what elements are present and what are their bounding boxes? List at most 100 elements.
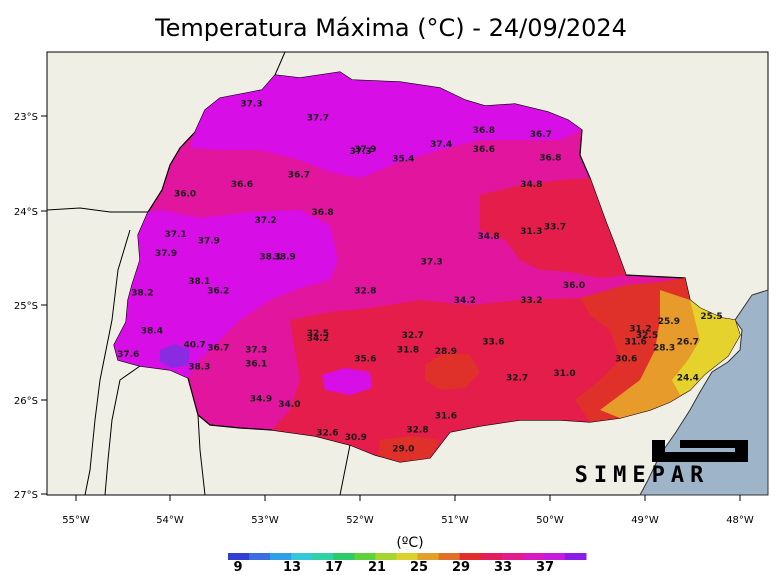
station-value: 26.7 [677, 338, 699, 348]
station-value: 30.9 [345, 433, 367, 443]
colorbar-swatch [564, 553, 587, 560]
colorbar-swatch [333, 553, 355, 560]
colorbar-tick-label: 25 [409, 560, 429, 575]
lat-tick-label: 24°S [14, 207, 38, 218]
station-value: 37.2 [255, 216, 277, 226]
station-value: 32.7 [506, 374, 528, 384]
colorbar-swatch [543, 553, 566, 560]
station-value: 38.1 [259, 253, 281, 263]
red-zone [480, 178, 626, 278]
station-value: 37.4 [430, 140, 452, 150]
station-value: 36.0 [563, 281, 585, 291]
lat-tick-label: 27°S [14, 490, 38, 501]
station-value: 38.3 [188, 362, 210, 372]
lat-tick-label: 26°S [14, 396, 38, 407]
lon-tick-label: 48°W [726, 515, 754, 526]
colorbar-tick-label: 37 [535, 560, 555, 575]
station-value: 37.3 [245, 345, 267, 355]
colorbar-swatch [249, 553, 271, 560]
colorbar-swatch [312, 553, 334, 560]
station-value: 32.7 [402, 331, 424, 341]
colorbar-swatch [396, 553, 419, 560]
station-value: 32.5 [307, 329, 329, 339]
station-value: 35.6 [354, 355, 376, 365]
lon-tick-label: 55°W [62, 515, 90, 526]
station-value: 33.6 [482, 338, 504, 348]
station-values: 37.337.736.036.636.737.337.935.437.436.8… [117, 100, 723, 455]
colorbar-swatch [375, 553, 397, 560]
station-value: 35.4 [392, 154, 414, 164]
colorbar-tick-label: 17 [324, 560, 344, 575]
station-value: 37.7 [307, 114, 329, 124]
station-value: 33.2 [520, 296, 542, 306]
station-value: 36.8 [311, 208, 333, 218]
station-value: 38.2 [131, 289, 153, 299]
station-value: 34.9 [250, 394, 272, 404]
colorbar-swatch [270, 553, 292, 560]
station-value: 36.8 [473, 126, 495, 136]
station-value: 32.8 [406, 426, 428, 436]
station-value: 34.2 [454, 296, 476, 306]
station-value: 31.8 [397, 345, 419, 355]
station-value: 37.3 [421, 257, 443, 267]
colorbar-tick-label: 33 [493, 560, 513, 575]
station-value: 32.5 [636, 331, 658, 341]
station-value: 36.7 [530, 130, 552, 140]
lon-tick-label: 49°W [631, 515, 659, 526]
station-value: 25.5 [700, 312, 722, 322]
station-value: 38.4 [141, 326, 163, 336]
colorbar-swatch [522, 553, 545, 560]
redorange-south [378, 436, 440, 462]
station-value: 34.0 [278, 400, 300, 410]
station-value: 36.1 [245, 359, 267, 369]
station-value: 34.2 [307, 334, 329, 344]
station-value: 37.9 [155, 249, 177, 259]
station-value: 37.3 [349, 147, 371, 157]
country-borders [46, 51, 351, 496]
lon-tick-label: 52°W [346, 515, 374, 526]
station-value: 29.0 [392, 445, 414, 455]
station-value: 37.9 [198, 237, 220, 247]
station-value: 40.7 [183, 341, 205, 351]
station-value: 31.2 [629, 325, 651, 335]
lon-tick-label: 50°W [536, 515, 564, 526]
colorbar-tick-label: 13 [282, 560, 302, 575]
colorbar-swatch [417, 553, 440, 560]
logo-text: SIMEPAR [575, 463, 710, 488]
station-value: 32.8 [354, 287, 376, 297]
lon-axis: 55°W 54°W 53°W 52°W 51°W 50°W 49°W 48°W [62, 495, 754, 526]
station-value: 36.7 [207, 343, 229, 353]
lat-tick-label: 23°S [14, 112, 38, 123]
colorbar-swatch [480, 553, 503, 560]
colorbar-swatch [438, 553, 461, 560]
station-value: 38.1 [188, 277, 210, 287]
station-value: 37.9 [354, 145, 376, 155]
violet-spot [160, 344, 190, 368]
station-value: 37.6 [117, 350, 139, 360]
station-value: 36.7 [288, 170, 310, 180]
colorbar [228, 553, 587, 560]
station-value: 36.6 [231, 180, 253, 190]
station-value: 31.6 [625, 338, 647, 348]
lat-axis: 23°S 24°S 25°S 26°S 27°S [14, 112, 47, 501]
simepar-logo: SIMEPAR [575, 440, 748, 488]
colorbar-tick-label: 9 [233, 560, 243, 575]
station-value: 36.8 [539, 153, 561, 163]
station-value: 28.9 [435, 347, 457, 357]
purple-west-zone [114, 210, 338, 378]
colorbar-swatch [459, 553, 482, 560]
station-value: 30.6 [615, 355, 637, 365]
redorange-blob [425, 352, 480, 390]
station-value: 25.9 [658, 317, 680, 327]
purple-north-zone [190, 72, 582, 178]
station-value: 31.0 [553, 369, 575, 379]
colorbar-swatch [354, 553, 376, 560]
colorbar-swatch [501, 553, 524, 560]
station-value: 36.6 [473, 145, 495, 155]
station-value: 33.7 [544, 222, 566, 232]
state-fill [113, 71, 741, 463]
lon-tick-label: 51°W [441, 515, 469, 526]
colorbar-swatch [228, 553, 250, 560]
colorbar-unit-label: (ºC) [396, 535, 424, 551]
